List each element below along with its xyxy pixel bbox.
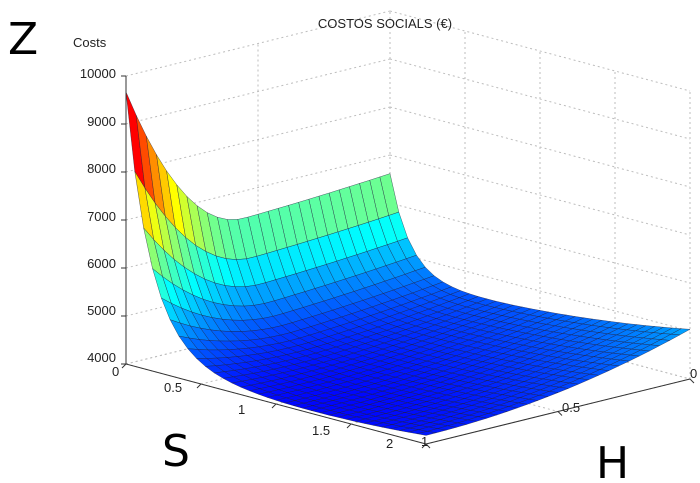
- s-tick-label: 2: [386, 436, 393, 451]
- z-axis-label: Costs: [73, 35, 107, 50]
- s-tick-mark: [346, 423, 352, 429]
- surface-plot: [125, 91, 691, 436]
- grid-line: [125, 10, 391, 77]
- surface-patch: [417, 431, 437, 436]
- z-tick-label: 6000: [87, 256, 116, 271]
- h-tick-mark: [689, 378, 695, 384]
- z-tick-label: 4000: [87, 350, 116, 365]
- z-corner-label: Z: [8, 14, 38, 65]
- chart-title: COSTOS SOCIALS (€): [318, 16, 452, 31]
- z-tick-label: 10000: [80, 66, 116, 81]
- h-tick-mark: [425, 443, 431, 449]
- s-corner-label: S: [162, 426, 190, 477]
- z-tick-label: 9000: [87, 114, 116, 129]
- z-tick-label: 7000: [87, 209, 116, 224]
- s-tick-label: 0: [112, 364, 119, 379]
- s-tick-mark: [196, 383, 202, 389]
- s-tick-mark: [421, 443, 427, 449]
- z-tick-label: 8000: [87, 161, 116, 176]
- h-tick-label: 0.5: [562, 400, 580, 415]
- grid-line: [389, 10, 691, 92]
- axis-lines: [121, 75, 695, 449]
- s-tick-label: 1: [238, 402, 245, 417]
- s-tick-mark: [121, 363, 127, 369]
- s-tick-label: 0.5: [164, 380, 182, 395]
- h-tick-label: 1: [421, 434, 428, 449]
- s-tick-label: 1.5: [312, 423, 330, 438]
- grid-line: [389, 250, 691, 332]
- h-tick-label: 0: [690, 366, 697, 381]
- z-tick-label: 5000: [87, 303, 116, 318]
- grid-line: [389, 154, 691, 236]
- s-tick-mark: [271, 403, 277, 409]
- h-tick-mark: [557, 411, 563, 416]
- h-corner-label: H: [596, 438, 629, 483]
